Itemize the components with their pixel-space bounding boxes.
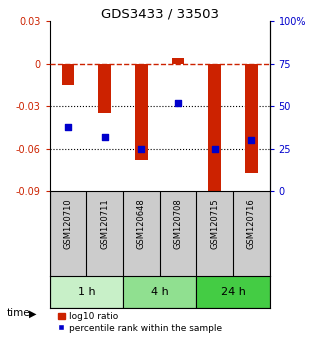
Bar	[245, 64, 258, 173]
Text: GSM120716: GSM120716	[247, 198, 256, 249]
Text: 4 h: 4 h	[151, 287, 169, 297]
Point	[102, 134, 107, 139]
Legend: log10 ratio, percentile rank within the sample: log10 ratio, percentile rank within the …	[54, 308, 225, 336]
Title: GDS3433 / 33503: GDS3433 / 33503	[101, 7, 219, 20]
Bar	[62, 64, 74, 85]
Point	[249, 137, 254, 143]
Bar	[172, 58, 185, 64]
Text: time: time	[6, 308, 30, 318]
Text: GSM120711: GSM120711	[100, 198, 109, 249]
Bar	[196, 276, 270, 308]
Point	[176, 100, 181, 105]
Point	[65, 124, 71, 130]
Text: GSM120715: GSM120715	[210, 198, 219, 249]
Bar	[123, 276, 196, 308]
Bar	[208, 64, 221, 193]
Text: GSM120708: GSM120708	[174, 198, 183, 249]
Point	[139, 146, 144, 152]
Bar	[135, 64, 148, 160]
Text: 1 h: 1 h	[78, 287, 95, 297]
Text: GSM120648: GSM120648	[137, 198, 146, 249]
Text: 24 h: 24 h	[221, 287, 246, 297]
Bar	[98, 64, 111, 113]
Text: GSM120710: GSM120710	[64, 198, 73, 249]
Point	[212, 146, 217, 152]
Text: ▶: ▶	[29, 308, 36, 318]
Bar	[50, 276, 123, 308]
